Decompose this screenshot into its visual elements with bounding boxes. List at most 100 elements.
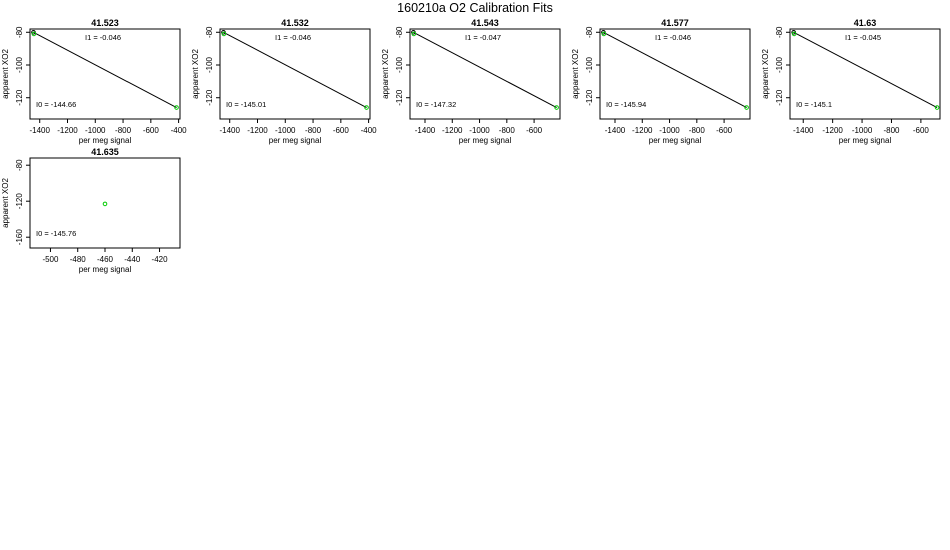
- x-tick-label: -600: [526, 126, 543, 135]
- x-tick-label: -1400: [29, 126, 50, 135]
- x-tick-label: -800: [305, 126, 322, 135]
- panel-title: 41.543: [471, 18, 499, 28]
- y-tick-label: -120: [15, 193, 24, 210]
- y-tick-label: -80: [585, 26, 594, 38]
- slope-annotation: I1 = -0.046: [655, 33, 691, 42]
- figure-title: 160210a O2 Calibration Fits: [397, 1, 553, 15]
- fit-line: [223, 31, 367, 108]
- x-tick-label: -500: [42, 255, 59, 264]
- x-tick-label: -1000: [469, 126, 490, 135]
- plot-frame: [599, 28, 751, 120]
- panel-title: 41.577: [661, 18, 689, 28]
- data-point: [174, 105, 179, 110]
- y-tick-label: -80: [15, 26, 24, 38]
- x-tick-label: -1400: [219, 126, 240, 135]
- x-tick-label: -600: [143, 126, 160, 135]
- intercept-annotation: I0 = -144.66: [36, 100, 76, 109]
- calibration-panel: 41.543 -1400 -1200 -1000 -800 -600 per meg sig…: [381, 18, 561, 145]
- data-point: [934, 105, 940, 110]
- x-axis-label: per meg signal: [459, 136, 512, 145]
- data-point: [31, 31, 37, 37]
- y-tick-label: -100: [585, 56, 594, 73]
- panel-title: 41.635: [91, 147, 119, 157]
- y-axis-label: apparent XO2: [761, 49, 770, 99]
- data-point: [364, 105, 369, 110]
- y-tick-label: -100: [395, 56, 404, 73]
- x-tick-label: -440: [124, 255, 141, 264]
- data-point: [744, 105, 749, 110]
- x-tick-label: -1200: [442, 126, 463, 135]
- plot-frame: [219, 28, 371, 120]
- x-tick-label: -420: [152, 255, 169, 264]
- x-tick-label: -480: [70, 255, 87, 264]
- intercept-annotation: I0 = -145.1: [796, 100, 832, 109]
- calibration-panel: 41.635 -500 -480 -460 -440 -420 per meg signal…: [1, 147, 181, 274]
- fit-line: [33, 31, 177, 108]
- calibration-panel: 41.63 -1400 -1200 -1000 -800 -600 per meg sign…: [761, 18, 941, 145]
- x-tick-label: -1400: [415, 126, 436, 135]
- panel-title: 41.523: [91, 18, 119, 28]
- x-tick-label: -600: [333, 126, 350, 135]
- y-axis-label: apparent XO2: [381, 49, 390, 99]
- x-tick-label: -600: [716, 126, 733, 135]
- x-axis-label: per meg signal: [649, 136, 702, 145]
- x-tick-label: -1000: [85, 126, 106, 135]
- y-axis-label: apparent XO2: [571, 49, 580, 99]
- fit-line: [603, 31, 747, 108]
- panels: 41.523 -1400 -1200 -1000 -800 -600 -400 per meg…: [1, 18, 941, 274]
- panel-title: 41.63: [854, 18, 877, 28]
- x-tick-label: -600: [913, 126, 930, 135]
- x-tick-label: -1000: [852, 126, 873, 135]
- y-tick-label: -100: [775, 56, 784, 73]
- slope-annotation: I1 = -0.047: [465, 33, 501, 42]
- x-axis-label: per meg signal: [269, 136, 322, 145]
- x-tick-label: -800: [883, 126, 900, 135]
- intercept-annotation: I0 = -145.94: [606, 100, 646, 109]
- plot-frame: [29, 28, 181, 120]
- x-tick-label: -1200: [57, 126, 78, 135]
- x-tick-label: -800: [115, 126, 132, 135]
- data-point: [601, 31, 607, 37]
- x-tick-label: -400: [361, 126, 378, 135]
- plot-frame: [409, 28, 561, 120]
- x-axis-label: per meg signal: [79, 265, 132, 274]
- calibration-panel: 41.532 -1400 -1200 -1000 -800 -600 -400 per meg…: [191, 18, 377, 145]
- y-axis-label: apparent XO2: [1, 49, 10, 99]
- x-tick-label: -1000: [275, 126, 296, 135]
- x-tick-label: -800: [689, 126, 706, 135]
- y-tick-label: -80: [15, 159, 24, 171]
- panel-title: 41.532: [281, 18, 309, 28]
- x-tick-label: -400: [171, 126, 188, 135]
- data-point: [554, 105, 559, 110]
- slope-annotation: I1 = -0.046: [85, 33, 121, 42]
- intercept-annotation: I0 = -145.76: [36, 229, 76, 238]
- x-tick-label: -1000: [659, 126, 680, 135]
- x-tick-label: -1200: [247, 126, 268, 135]
- plot-frame: [789, 28, 941, 120]
- slope-annotation: I1 = -0.045: [845, 33, 881, 42]
- y-tick-label: -120: [395, 89, 404, 106]
- fit-line: [413, 31, 557, 108]
- data-point: [221, 31, 227, 37]
- data-point: [791, 31, 797, 37]
- y-tick-label: -80: [775, 26, 784, 38]
- data-point: [102, 201, 108, 207]
- data-point: [411, 31, 417, 37]
- x-tick-label: -1200: [632, 126, 653, 135]
- fit-line: [793, 31, 938, 108]
- x-tick-label: -1200: [822, 126, 843, 135]
- x-axis-label: per meg signal: [79, 136, 132, 145]
- x-tick-label: -1400: [793, 126, 814, 135]
- x-tick-label: -800: [499, 126, 516, 135]
- x-axis-label: per meg signal: [839, 136, 892, 145]
- x-tick-label: -1400: [605, 126, 626, 135]
- calibration-panel: 41.577 -1400 -1200 -1000 -800 -600 per meg sig…: [571, 18, 751, 145]
- y-tick-label: -100: [205, 56, 214, 73]
- y-tick-label: -100: [15, 56, 24, 73]
- y-tick-label: -80: [395, 26, 404, 38]
- y-tick-label: -160: [15, 229, 24, 246]
- intercept-annotation: I0 = -145.01: [226, 100, 266, 109]
- x-tick-label: -460: [97, 255, 114, 264]
